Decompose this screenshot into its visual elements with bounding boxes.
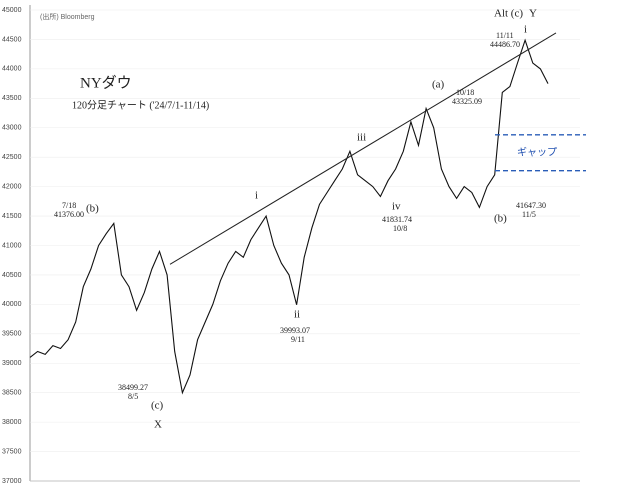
y-tick-label: 44000	[2, 66, 22, 73]
wave-label: iii	[357, 132, 366, 144]
wave-label: iv	[392, 201, 401, 213]
date-label: 9/11	[291, 335, 305, 344]
y-tick-label: 42000	[2, 183, 22, 190]
y-tick-label: 43500	[2, 95, 22, 102]
price-label: 41376.00	[54, 210, 84, 219]
y-tick-label: 38000	[2, 419, 22, 426]
gap-label: ギャップ	[517, 146, 557, 158]
date-label: 10/8	[393, 224, 407, 233]
y-tick-label: 37500	[2, 448, 22, 455]
annotations: (出所) Bloomberg NYダウ 120分足チャート ('24/7/1-1…	[40, 8, 557, 431]
y-tick-label: 44500	[2, 36, 22, 43]
y-tick-label: 41000	[2, 242, 22, 249]
wave-label: X	[154, 419, 162, 431]
date-label: 8/5	[128, 392, 138, 401]
wave-label: Y	[529, 8, 537, 20]
price-label: 41831.74	[382, 215, 412, 224]
date-label: 7/18	[62, 201, 76, 210]
y-tick-label: 39500	[2, 331, 22, 338]
price-label: 39993.07	[280, 326, 310, 335]
chart-subtitle: 120分足チャート ('24/7/1-11/14)	[72, 99, 209, 111]
price-label: 44486.70	[490, 40, 520, 49]
price-label: 41647.30	[516, 201, 546, 210]
wave-label: (a)	[432, 79, 445, 91]
y-tick-label: 39000	[2, 360, 22, 367]
y-tick-label: 40000	[2, 301, 22, 308]
wave-label: i	[255, 190, 258, 202]
wave-label: i	[524, 24, 527, 36]
source: (出所) Bloomberg	[40, 12, 95, 21]
wave-label: (c)	[151, 400, 164, 412]
y-tick-label: 37000	[2, 478, 22, 485]
wave-label: Alt (c)	[494, 8, 523, 20]
price-line	[29, 38, 549, 395]
y-tick-label: 45000	[2, 7, 22, 14]
price-label: 43325.09	[452, 97, 482, 106]
price-label: 38499.27	[118, 383, 148, 392]
wave-label: (b)	[494, 213, 507, 225]
y-tick-label: 42500	[2, 154, 22, 161]
chart-title: NYダウ	[80, 74, 132, 91]
wave-label: (b)	[86, 203, 99, 215]
date-label: 11/5	[522, 210, 536, 219]
y-tick-label: 38500	[2, 390, 22, 397]
y-tick-label: 43000	[2, 125, 22, 132]
y-tick-label: 40500	[2, 272, 22, 279]
date-label: 10/18	[456, 88, 474, 97]
y-tick-label: 41500	[2, 213, 22, 220]
trend-line	[169, 32, 557, 265]
wave-label: ii	[294, 309, 300, 321]
date-label: 11/11	[496, 31, 514, 40]
